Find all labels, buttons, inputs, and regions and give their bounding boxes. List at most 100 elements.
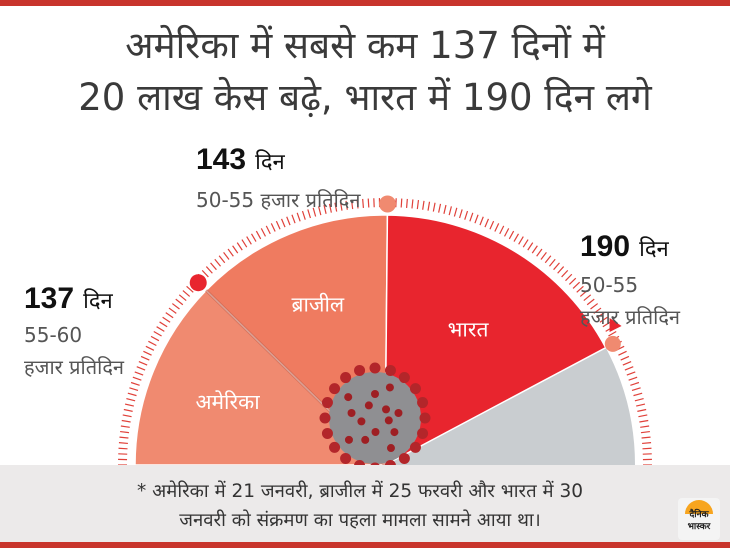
- gauge-tick: [531, 245, 538, 254]
- gauge-tick: [334, 202, 338, 212]
- gauge-tick: [474, 214, 479, 224]
- gauge-tick: [241, 239, 248, 248]
- gauge-tick: [400, 198, 403, 208]
- footnote-line1: * अमेरिका में 21 जनवरी, ब्राजील में 25 फ…: [137, 481, 583, 502]
- gauge-tick: [479, 216, 484, 226]
- gauge-tick: [312, 207, 317, 217]
- gauge-tick: [356, 199, 359, 209]
- gauge-tick: [280, 218, 286, 228]
- gauge-tick: [405, 198, 408, 208]
- gauge-tick: [362, 198, 365, 208]
- gauge-tick: [416, 200, 420, 210]
- gauge-tick: [638, 414, 648, 418]
- gauge-tick: [148, 340, 157, 347]
- gauge-tick: [260, 228, 267, 237]
- footnote: * अमेरिका में 21 जनवरी, ब्राजील में 25 फ…: [0, 465, 730, 542]
- gauge-tick: [469, 212, 474, 222]
- gauge-tick: [182, 290, 191, 297]
- virus-spike-icon: [385, 383, 394, 392]
- gauge-tick: [544, 255, 552, 264]
- gauge-tick: [138, 360, 148, 366]
- virus-spike-icon: [319, 412, 331, 424]
- virus-spike-icon: [321, 427, 333, 439]
- india-pointer: [609, 318, 622, 333]
- gauge-tick: [162, 316, 171, 323]
- chart-title: अमेरिका में सबसे कम 137 दिनों में 20 लाख…: [0, 20, 730, 124]
- gauge-tick: [626, 371, 636, 376]
- gauge-tick: [210, 262, 217, 271]
- gauge-tick: [171, 303, 180, 310]
- gauge-tick: [518, 236, 524, 245]
- virus-spike-icon: [369, 362, 381, 374]
- label-usa-days: 137 दिन: [24, 282, 124, 319]
- label-brazil: 143 दिन 50-55 हजार प्रतिदिन: [196, 143, 361, 214]
- gauge-tick: [438, 203, 442, 213]
- gauge-tick: [553, 262, 560, 271]
- gauge-tick: [345, 200, 348, 210]
- gauge-tick: [156, 326, 165, 332]
- gauge-tick: [484, 218, 490, 228]
- gauge-tick: [122, 414, 132, 418]
- gauge-tick: [127, 392, 137, 397]
- chart-title-line1: अमेरिका में सबसे कम 137 दिनों में: [125, 24, 605, 67]
- label-india-days: 190 दिन: [580, 230, 680, 267]
- gauge-tick: [464, 210, 469, 220]
- gauge-tick: [129, 387, 139, 392]
- gauge-tick: [427, 201, 431, 211]
- gauge-tick: [608, 330, 617, 337]
- gauge-tick: [250, 233, 257, 242]
- gauge-tick: [642, 442, 652, 445]
- gauge-tick: [432, 202, 436, 212]
- gauge-tick: [458, 209, 463, 219]
- gauge-tick: [145, 345, 155, 351]
- gauge-tick: [590, 303, 599, 310]
- footnote-line2: जनवरी को संक्रमण का पहला मामला सामने आया…: [179, 510, 541, 531]
- gauge-tick: [126, 398, 136, 402]
- virus-spike-icon: [329, 441, 341, 453]
- logo-line2: भास्कर: [687, 522, 711, 532]
- gauge-tick: [236, 242, 243, 251]
- virus-spike-icon: [384, 416, 393, 425]
- gauge-tick: [205, 266, 213, 274]
- gauge-tick: [165, 312, 174, 319]
- label-india-days-value: 190: [580, 230, 631, 263]
- gauge-tick: [120, 430, 130, 434]
- virus-spike-icon: [417, 397, 429, 409]
- label-usa: 137 दिन 55-60 हजार प्रतिदिन: [24, 282, 124, 381]
- label-brazil-days: 143 दिन: [196, 143, 361, 180]
- slice-label-brazil: ब्राजील: [291, 292, 344, 316]
- gauge-tick: [565, 273, 573, 282]
- gauge-tick: [339, 201, 343, 211]
- label-usa-rate-line1: 55-60: [24, 323, 83, 347]
- gauge-tick: [633, 392, 643, 397]
- virus-spike-icon: [409, 441, 421, 453]
- gauge-tick: [223, 251, 230, 260]
- gauge-tick: [291, 214, 296, 224]
- virus-spike-icon: [321, 397, 333, 409]
- gauge-tick: [275, 220, 281, 230]
- gauge-tick: [350, 200, 354, 210]
- gauge-tick: [270, 223, 276, 232]
- gauge-tick: [640, 425, 650, 428]
- label-brazil-rate: 50-55 हजार प्रतिदिन: [196, 188, 361, 212]
- gauge-tick: [624, 366, 634, 371]
- gauge-tick: [367, 198, 370, 208]
- virus-spike-icon: [344, 393, 353, 402]
- gauge-tick: [201, 269, 209, 278]
- virus-spike-icon: [371, 390, 379, 398]
- gauge-tick: [636, 403, 646, 407]
- gauge-tick: [227, 248, 234, 257]
- gauge-tick: [622, 360, 632, 366]
- virus-spike-icon: [417, 427, 429, 439]
- gauge-tick: [572, 281, 581, 289]
- gauge-tick: [232, 245, 239, 254]
- gauge-tick: [132, 376, 142, 381]
- gauge-tick: [411, 199, 414, 209]
- label-usa-rate-line2: हजार प्रतिदिन: [24, 355, 125, 379]
- virus-spike-icon: [382, 405, 391, 414]
- gauge-tick: [499, 225, 505, 235]
- slice-label-usa: अमेरिका: [195, 390, 260, 414]
- gauge-tick: [140, 355, 150, 361]
- gauge-tick: [136, 366, 146, 371]
- gauge-tick: [214, 258, 222, 267]
